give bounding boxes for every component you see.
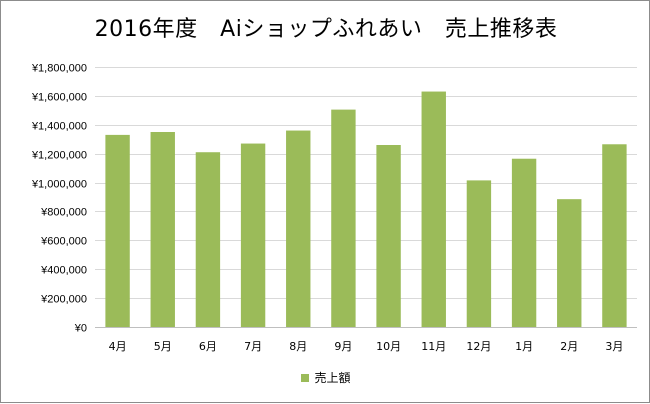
x-tick-label: 11月 <box>421 340 446 353</box>
bar <box>466 180 492 327</box>
chart-legend: 売上額 <box>1 369 650 386</box>
x-tick-label: 12月 <box>466 340 491 353</box>
bar <box>376 145 401 327</box>
bar <box>240 143 266 327</box>
x-tick-label: 2月 <box>560 340 578 353</box>
y-tick-label: ¥200,000 <box>40 294 87 306</box>
y-tick-label: ¥1,800,000 <box>31 63 87 75</box>
y-tick-label: ¥1,000,000 <box>31 179 87 191</box>
x-tick-label: 10月 <box>376 340 401 353</box>
y-tick-label: ¥400,000 <box>40 265 87 277</box>
y-tick-label: ¥1,400,000 <box>31 121 87 133</box>
bar <box>421 91 446 327</box>
legend-swatch <box>301 373 310 382</box>
y-tick-label: ¥1,200,000 <box>31 150 87 162</box>
x-tick-label: 9月 <box>334 340 352 353</box>
bar <box>511 158 537 327</box>
y-tick-label: ¥600,000 <box>40 236 87 248</box>
x-tick-label: 4月 <box>109 340 127 353</box>
x-tick-label: 6月 <box>199 340 217 353</box>
x-tick-label: 5月 <box>154 340 172 353</box>
x-tick-label: 7月 <box>244 340 262 353</box>
legend-label: 売上額 <box>314 371 351 385</box>
bar <box>195 152 221 327</box>
bar <box>286 130 311 327</box>
bar <box>150 132 175 327</box>
bar <box>557 199 582 327</box>
x-tick-label: 8月 <box>289 340 307 353</box>
y-tick-label: ¥800,000 <box>40 207 87 219</box>
x-tick-label: 3月 <box>605 340 623 353</box>
x-tick-label: 1月 <box>515 340 533 353</box>
bar <box>331 109 356 327</box>
bar <box>602 144 627 327</box>
y-tick-label: ¥1,600,000 <box>31 92 87 104</box>
bar <box>105 134 130 327</box>
chart-title: 2016年度 Aiショップふれあい 売上推移表 <box>94 17 558 42</box>
y-tick-label: ¥0 <box>74 323 87 335</box>
